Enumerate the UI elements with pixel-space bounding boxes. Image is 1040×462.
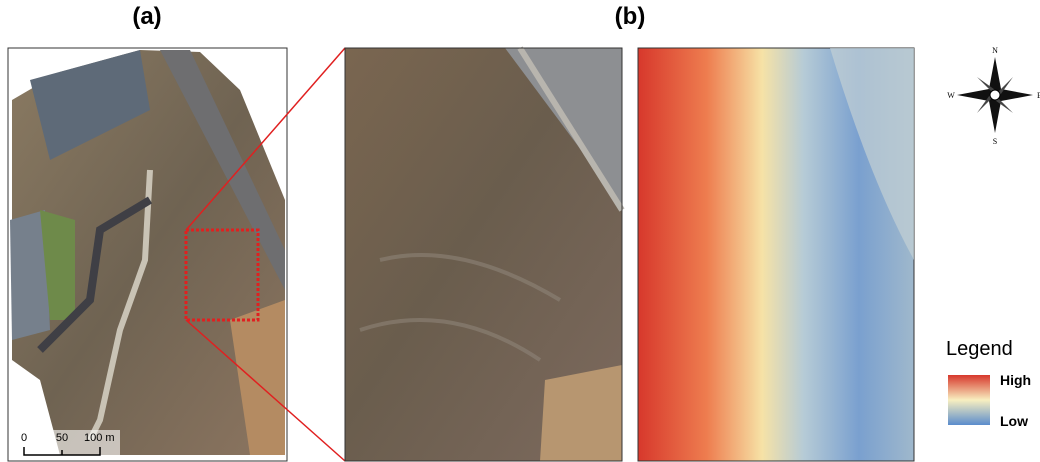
page: {"labels": {"a": "(a)", "b": "(b)"}, "sc…: [0, 0, 1040, 462]
legend-label: Low: [1000, 413, 1028, 429]
legend-ramp: [948, 375, 990, 425]
scale-label: 50: [56, 432, 68, 444]
figure: (a) (b) 0 50 100 m N: [0, 0, 1040, 462]
panel-label: (b): [615, 3, 646, 30]
compass-label: W: [947, 91, 955, 100]
dem: [638, 48, 914, 461]
compass-label: N: [992, 46, 998, 55]
scale-label: 100 m: [84, 432, 115, 444]
scale-label: 0: [21, 432, 27, 444]
orthophoto: 0 50 100 m: [8, 48, 287, 461]
panel-label: (a): [132, 3, 161, 30]
legend-title: Legend: [946, 338, 1013, 360]
field: [540, 365, 622, 461]
compass: N E S W: [947, 46, 1040, 146]
compass-label: S: [993, 137, 997, 146]
legend-label: High: [1000, 372, 1031, 388]
zoom-photo: [345, 48, 622, 461]
legend: Legend High Low: [946, 338, 1031, 429]
compass-center: [990, 90, 1000, 100]
